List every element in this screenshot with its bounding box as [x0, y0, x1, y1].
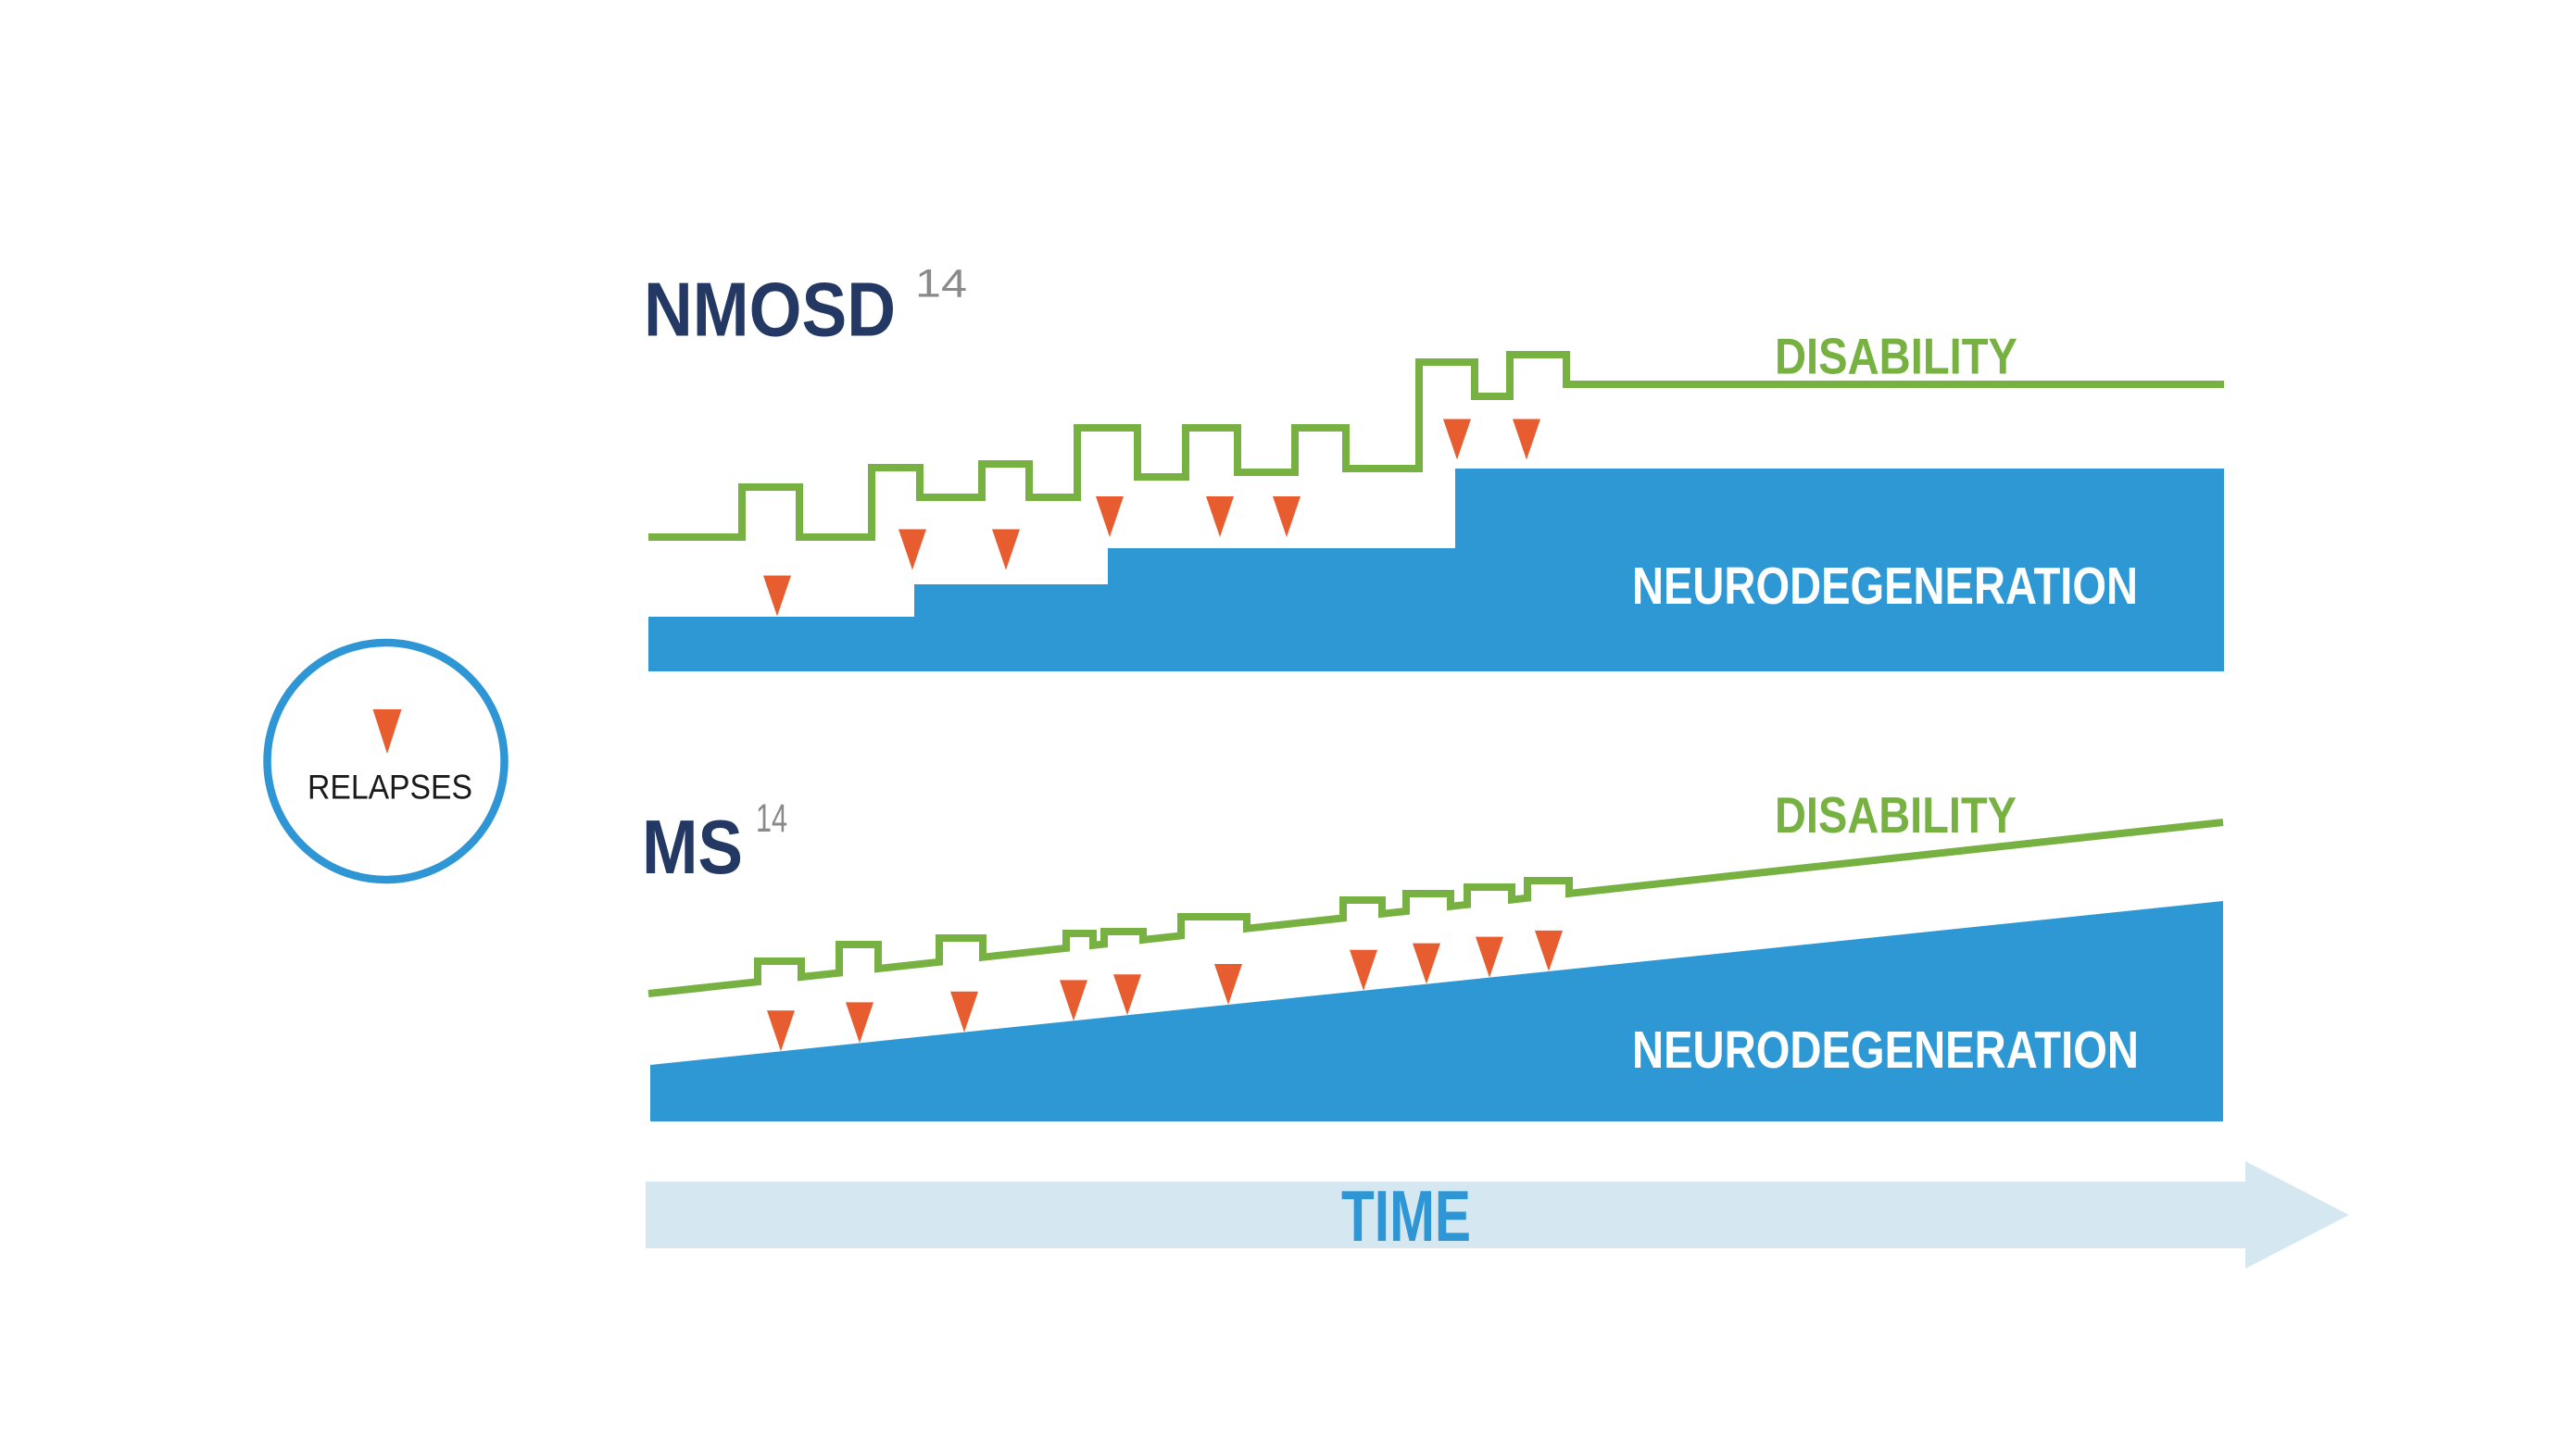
svg-text:NEURODEGENERATION: NEURODEGENERATION	[1632, 557, 2138, 616]
svg-text:MS: MS	[642, 804, 743, 890]
svg-text:RELAPSES: RELAPSES	[308, 769, 472, 807]
svg-text:NMOSD: NMOSD	[644, 267, 896, 353]
svg-text:14: 14	[915, 262, 967, 307]
svg-text:TIME: TIME	[1341, 1175, 1471, 1257]
svg-text:DISABILITY: DISABILITY	[1775, 786, 2017, 844]
svg-text:14: 14	[756, 796, 787, 841]
svg-text:NEURODEGENERATION: NEURODEGENERATION	[1632, 1020, 2139, 1080]
svg-text:DISABILITY: DISABILITY	[1775, 327, 2017, 384]
